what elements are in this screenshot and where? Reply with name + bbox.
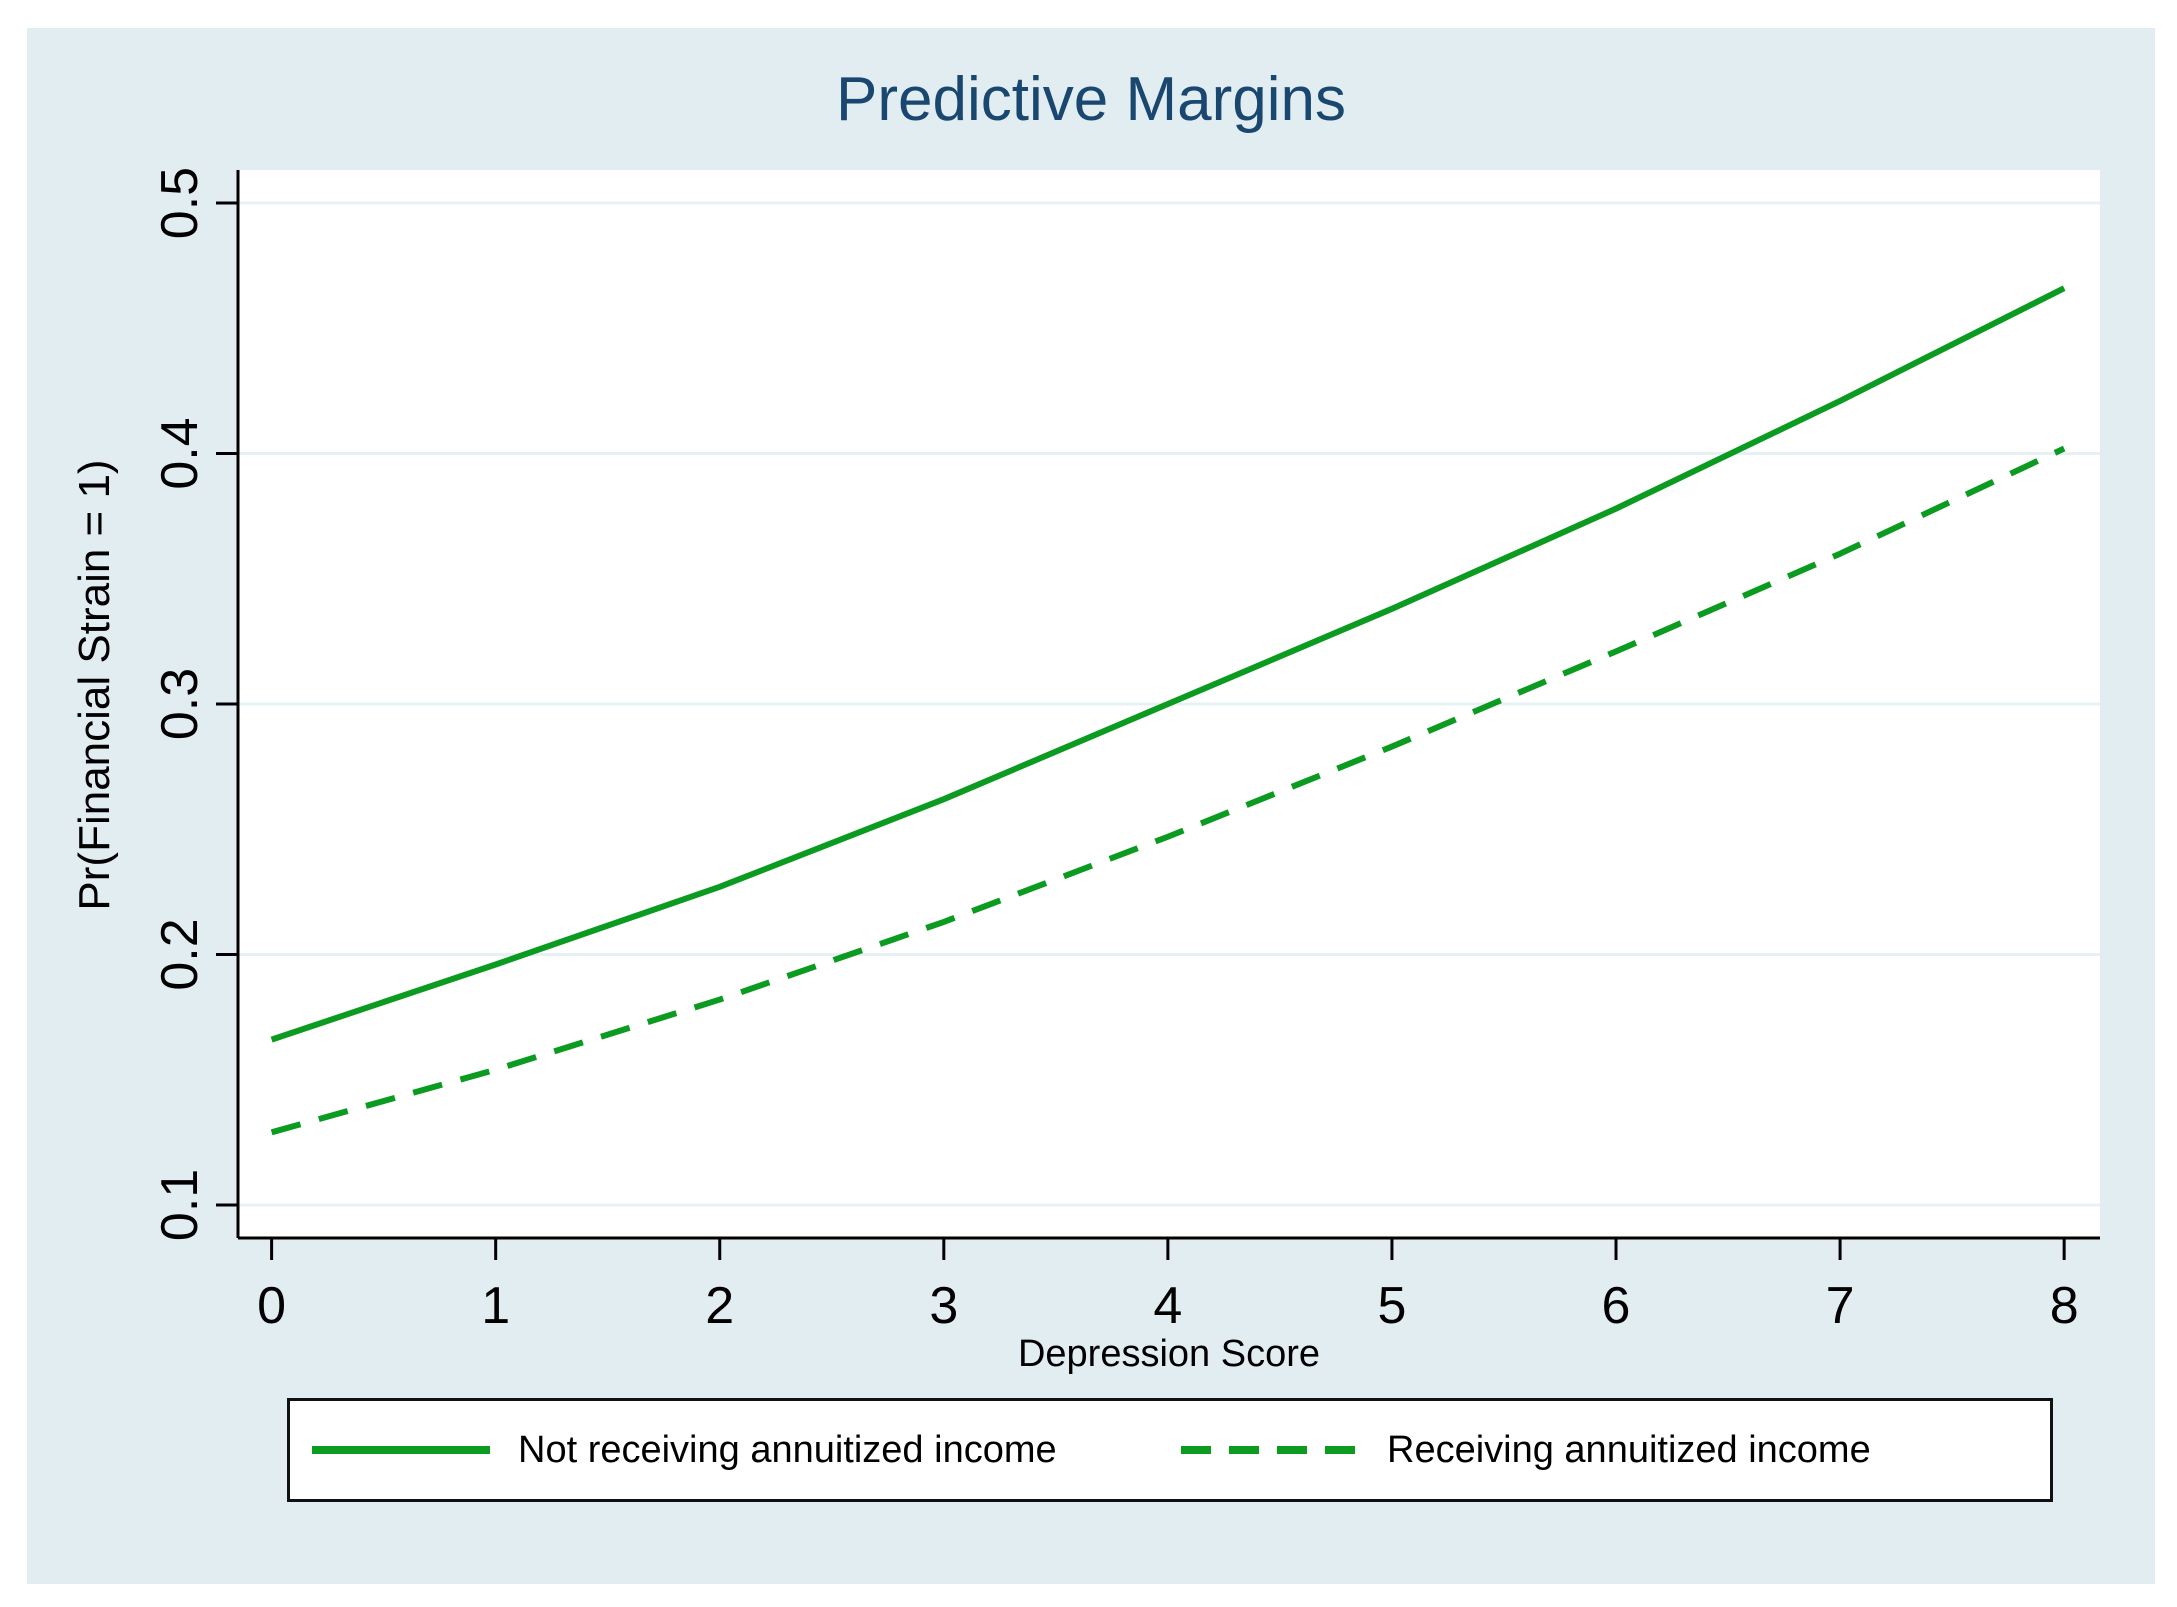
x-tick-label: 2	[705, 1277, 734, 1335]
y-tick-label: 0.4	[151, 417, 209, 489]
x-tick-label: 4	[1153, 1277, 1182, 1335]
x-tick-label: 7	[1826, 1277, 1855, 1335]
series-line-dashed	[270, 445, 2066, 1136]
x-tick-label: 6	[1602, 1277, 1631, 1335]
x-tick-label: 1	[481, 1277, 510, 1335]
y-axis-title: Pr(Financial Strain = 1)	[70, 459, 119, 911]
y-tick-label: 0.2	[151, 918, 209, 990]
figure-canvas: 0.1 0.2 0.3 0.4 0.5 0 1 2 3 4 5 6 7 8 Predictive Marg…	[27, 28, 2155, 1584]
legend-label-not-receiving: Not receiving annuitized income	[518, 1428, 1057, 1471]
y-tick-label: 0.5	[151, 167, 209, 239]
x-tick-label: 8	[2050, 1277, 2079, 1335]
x-tick-label: 0	[257, 1277, 286, 1335]
x-axis-title: Depression Score	[1017, 1333, 1321, 1375]
legend-dashed-line-sample	[1181, 1446, 1359, 1454]
legend: Not receiving annuitized income Receivin…	[287, 1398, 2053, 1502]
x-tick-label: 5	[1377, 1277, 1406, 1335]
chart-title: Predictive Margins	[836, 65, 1346, 134]
legend-entry-receiving: Receiving annuitized income	[1181, 1429, 2050, 1472]
legend-label-receiving: Receiving annuitized income	[1387, 1428, 1871, 1471]
plot-area-svg: 0.1 0.2 0.3 0.4 0.5 0 1 2 3 4 5 6 7 8	[151, 167, 2100, 1335]
y-tick-label: 0.3	[151, 668, 209, 740]
legend-solid-line-sample	[312, 1446, 490, 1454]
legend-entry-not-receiving: Not receiving annuitized income	[312, 1429, 1181, 1472]
series-line-solid	[270, 285, 2066, 1043]
y-tick-label: 0.1	[151, 1169, 209, 1241]
x-tick-label: 3	[929, 1277, 958, 1335]
